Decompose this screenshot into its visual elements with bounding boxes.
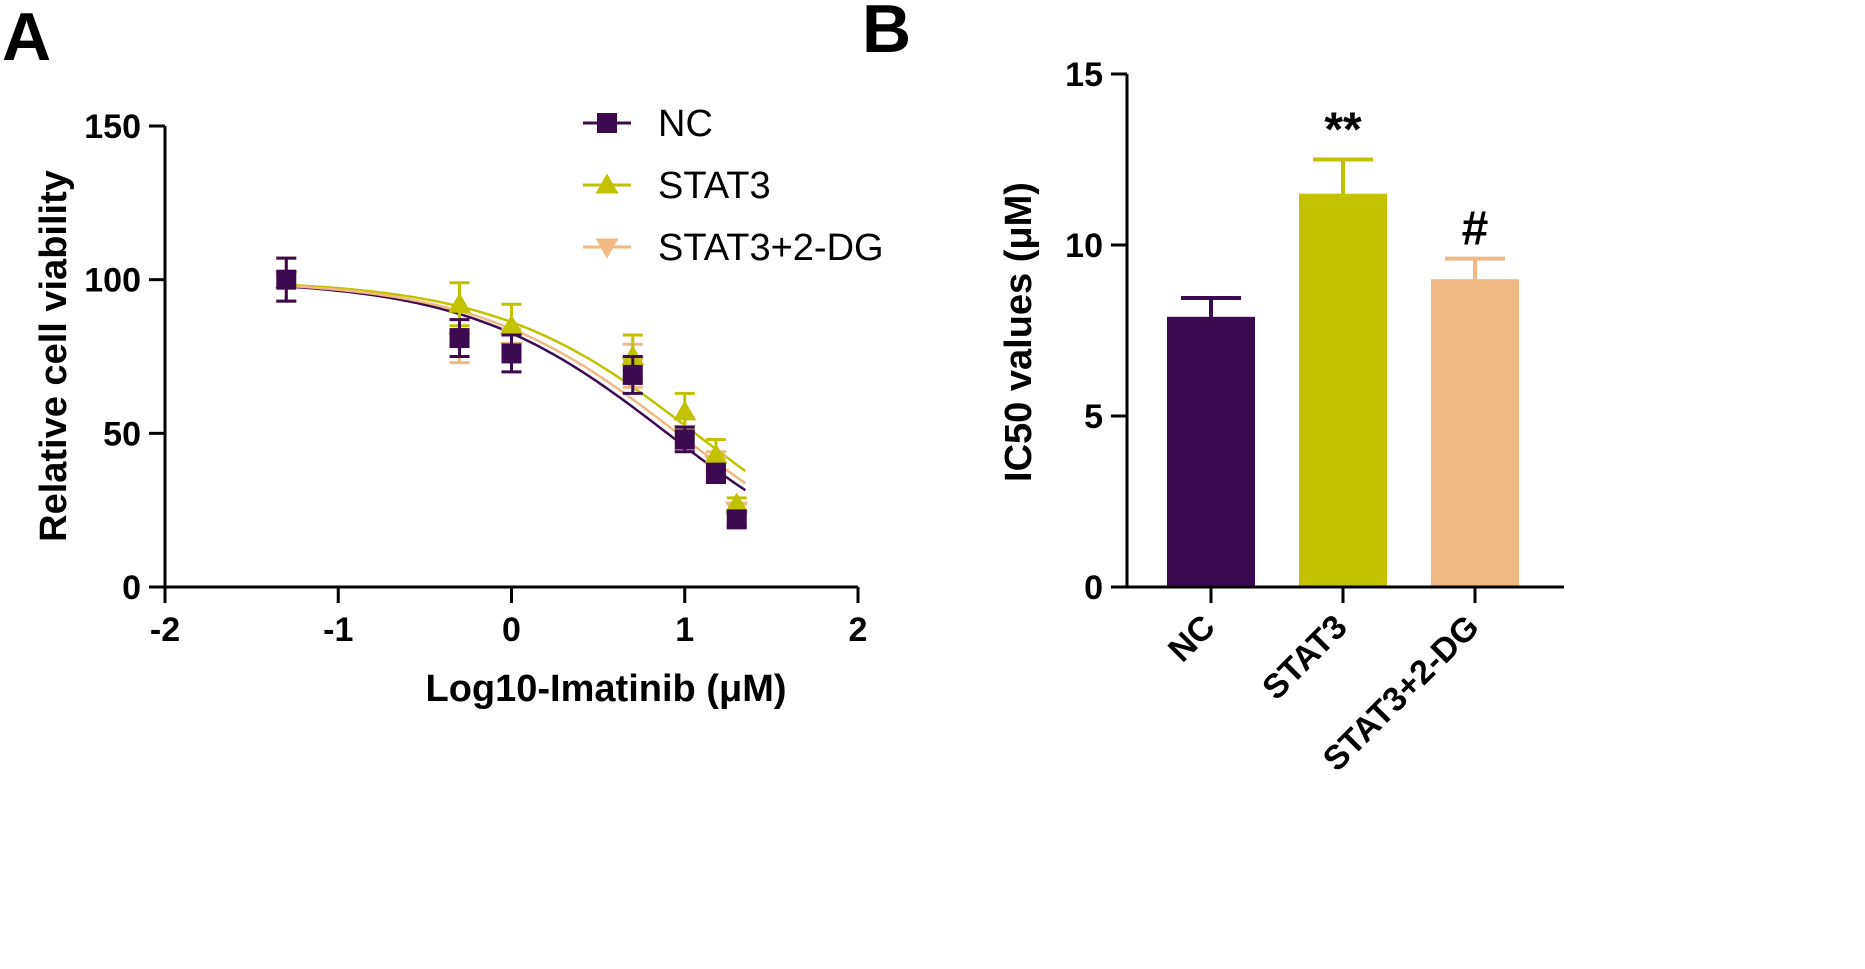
data-point-stat3 [673,400,697,421]
data-point-stat3 [448,292,472,313]
data-point-nc [726,509,747,530]
panel-a-y-tick-label: 100 [84,262,141,300]
category-label-nc: NC [1161,608,1223,670]
panel-a-x-tick-label: -2 [150,611,180,649]
bar-stat3-2-dg [1431,279,1519,586]
legend-label-stat3-2-dg: STAT3+2-DG [658,227,884,269]
legend-label-nc: NC [658,103,713,145]
panel-b-y-tick-label: 5 [1084,398,1103,436]
panel-a-x-tick-label: 1 [675,611,694,649]
panel-a-legend: NC STAT3 STAT3+2-DG [583,103,884,269]
bar-nc [1167,316,1255,586]
data-point-nc [501,343,522,364]
panel-a-x-tick-label: -1 [323,611,353,649]
panel-a-label: A [2,0,51,75]
significance-annotation-stat3-2-dg: # [1462,203,1489,256]
fit-curve-nc [286,285,747,492]
data-point-stat3 [500,314,523,335]
panel-a-axes: 0 50 100 150 -2 -1 0 1 2 [84,108,867,649]
panel-b-y-axis-title: IC50 values (μM) [998,182,1040,482]
panel-b-label: B [862,0,911,67]
panel-a-data-points [274,256,749,530]
category-label-stat3: STAT3 [1255,608,1354,707]
panel-a-x-tick-label: 2 [849,611,868,649]
significance-annotation-stat3: ** [1324,104,1362,157]
panel-a-y-tick-label: 150 [84,108,141,146]
data-point-nc [674,429,695,450]
data-point-nc [705,463,726,484]
legend-label-stat3: STAT3 [658,165,771,207]
panel-a-y-tick-label: 0 [122,569,141,607]
panel-b-bars: ** # [1167,104,1519,586]
panel-b-y-tick-label: 15 [1065,56,1103,94]
panel-a-x-tick-label: 0 [502,611,521,649]
panel-a: A 0 50 100 150 -2 -1 0 1 2 NC STAT3 STAT3+2-DG Log… [2,0,884,710]
data-point-nc [276,269,297,290]
data-point-stat3 [704,443,728,464]
legend-marker-nc [597,113,617,133]
panel-a-fit-curves [286,283,747,492]
panel-a-y-axis-title: Relative cell viability [33,170,75,542]
data-point-nc [449,328,470,349]
data-point-stat3 [725,492,749,513]
panel-b-y-tick-label: 0 [1084,569,1103,607]
fit-curve-stat3-2-dg [286,284,747,485]
panel-a-x-axis-title: Log10-Imatinib (μM) [426,668,787,710]
bar-stat3 [1299,193,1387,586]
data-point-nc [622,364,643,385]
legend-marker-stat3 [595,173,619,194]
legend-marker-stat3-2-dg [595,238,619,259]
panel-b-y-tick-label: 10 [1065,227,1103,265]
panel-a-y-tick-label: 50 [103,415,141,453]
